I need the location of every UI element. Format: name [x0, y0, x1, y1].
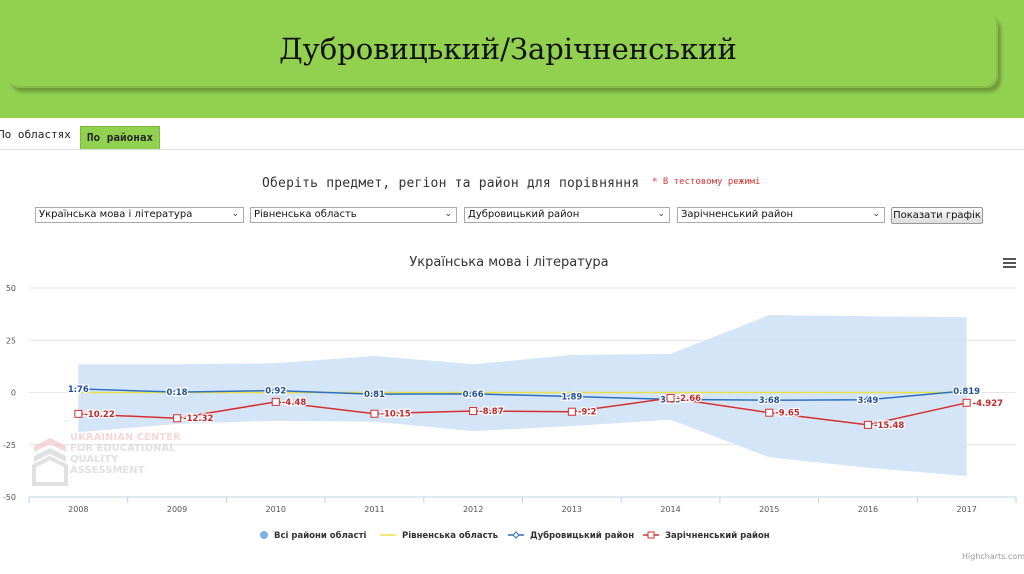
subject-select-value: Українська мова і література — [39, 209, 193, 220]
district1-select[interactable]: Дубровицький район ⌄ — [464, 207, 670, 223]
zarichne-data-label: -2.66 — [677, 394, 702, 404]
legend-marker — [512, 531, 520, 539]
tab-regions[interactable]: По областях — [0, 128, 71, 141]
zarichne-point — [765, 408, 774, 417]
chevron-down-icon: ⌄ — [444, 209, 452, 219]
subject-select[interactable]: Українська мова і література ⌄ — [35, 207, 244, 223]
series-zarichne-line — [78, 397, 967, 426]
x-tick-label: 2011 — [364, 505, 384, 514]
watermark-line2: FOR EDUCATIONAL — [70, 443, 176, 454]
watermark-line1: UKRAINIAN CENTER — [70, 432, 181, 443]
zarichne-data-label: -4.48 — [282, 398, 307, 408]
district2-select-value: Зарічненський район — [681, 209, 794, 220]
zarichne-point — [863, 420, 872, 429]
ucequa-watermark: UKRAINIAN CENTER FOR EDUCATIONAL QUALITY… — [30, 432, 220, 492]
zarichne-point — [74, 409, 83, 418]
dubrovytsia-data-label: 0.92 — [265, 387, 286, 397]
dubrovytsia-data-label: 1.89 — [561, 392, 582, 402]
dubrovytsia-point — [962, 386, 971, 395]
zarichne-point — [666, 394, 675, 403]
dubrovytsia-point — [765, 395, 774, 405]
show-chart-button[interactable]: Показати графік — [891, 207, 983, 224]
zarichne-point — [567, 407, 576, 416]
x-tick-label: 2009 — [167, 505, 187, 514]
zarichne-data-label: -8.87 — [479, 407, 504, 417]
y-tick-label: 25 — [6, 336, 16, 345]
y-tick-label: -50 — [3, 493, 16, 502]
district1-select-value: Дубровицький район — [468, 209, 580, 220]
x-tick-label: 2012 — [463, 505, 483, 514]
dubrovytsia-point — [863, 395, 873, 405]
legend-item-label: Всі райони області — [274, 530, 366, 541]
dubrovytsia-point — [74, 384, 83, 394]
region-select-value: Рівненська область — [254, 209, 357, 220]
highcharts-credits[interactable]: Highcharts.com — [962, 552, 1024, 561]
chart-title: Українська мова і література — [409, 255, 608, 270]
chart: Українська мова і література 50 25 0 -25 -50 2… — [3, 255, 1017, 541]
dubrovytsia-data-label: 0.819 — [953, 387, 980, 397]
dubrovytsia-point — [370, 389, 379, 399]
zarichne-data-label: -10.15 — [380, 410, 410, 420]
chevron-down-icon: ⌄ — [231, 209, 239, 219]
x-tick-label: 2008 — [68, 505, 88, 514]
chevron-down-icon: ⌄ — [872, 209, 880, 219]
y-tick-label: 50 — [6, 284, 16, 293]
dubrovytsia-data-label: 0.66 — [463, 390, 484, 400]
legend-item-label: Зарічненський район — [665, 530, 770, 541]
watermark-line4: ASSESSMENT — [70, 465, 145, 476]
slide-title: Дубровицький/Зарічненський — [279, 32, 737, 66]
chevron-down-icon: ⌄ — [657, 209, 665, 219]
dubrovytsia-data-label: 0.18 — [167, 388, 188, 398]
x-tick-label: 2010 — [266, 505, 286, 514]
dubrovytsia-data-label: 0.81 — [364, 390, 385, 400]
zarichne-data-label: -9.2 — [578, 408, 597, 418]
legend-symbol — [260, 531, 268, 539]
zarichne-data-label: -12.32 — [183, 414, 213, 424]
y-tick-label: 0 — [11, 389, 16, 398]
zarichne-data-label: -10.22 — [84, 410, 114, 420]
y-tick-label: -25 — [3, 441, 16, 450]
zarichne-point — [469, 407, 478, 416]
watermark-line3: QUALITY — [70, 454, 119, 465]
dubrovytsia-data-label: 3.49 — [857, 396, 878, 406]
zarichne-point — [271, 397, 280, 406]
series-dubrovytsia-line — [78, 388, 967, 401]
zarichne-point — [173, 414, 182, 423]
tabs-bar: По областях По районах — [0, 126, 1024, 150]
zarichne-point — [370, 409, 379, 418]
dubrovytsia-point — [271, 386, 280, 395]
title-card: Дубровицький/Зарічненський — [8, 14, 998, 88]
zarichne-data-label: -9.65 — [775, 409, 800, 419]
dubrovytsia-data-label: 1.76 — [68, 385, 89, 395]
legend-item-label: Рівненська область — [402, 530, 498, 541]
zarichne-data-label: -15.48 — [874, 421, 904, 431]
dubrovytsia-point — [468, 389, 478, 399]
dubrovytsia-point — [567, 392, 577, 401]
watermark-text: UKRAINIAN CENTER FOR EDUCATIONAL QUALITY… — [70, 432, 181, 476]
x-tick-label: 2016 — [858, 505, 878, 514]
dubrovytsia-data-label: 3.68 — [759, 396, 780, 406]
test-mode-note: * В тестовому режимі — [652, 177, 761, 187]
legend-marker — [647, 531, 655, 539]
district2-select[interactable]: Зарічненський район ⌄ — [677, 207, 885, 223]
x-tick-label: 2014 — [660, 505, 680, 514]
tab-districts[interactable]: По районах — [80, 126, 160, 150]
x-tick-label: 2013 — [562, 505, 582, 514]
ucequa-logo-icon — [32, 438, 68, 486]
legend-item-label: Дубровицький район — [530, 530, 634, 541]
form-heading: Оберіть предмет, регіон та район для пор… — [262, 176, 640, 191]
zarichne-data-label: -4.927 — [973, 399, 1003, 409]
zarichne-point — [962, 398, 971, 407]
dubrovytsia-point — [172, 387, 182, 397]
tabs-divider — [0, 149, 1024, 150]
x-tick-label: 2017 — [956, 505, 976, 514]
x-tick-label: 2015 — [759, 505, 779, 514]
region-select[interactable]: Рівненська область ⌄ — [250, 207, 457, 223]
hamburger-menu-icon[interactable] — [1003, 258, 1016, 268]
